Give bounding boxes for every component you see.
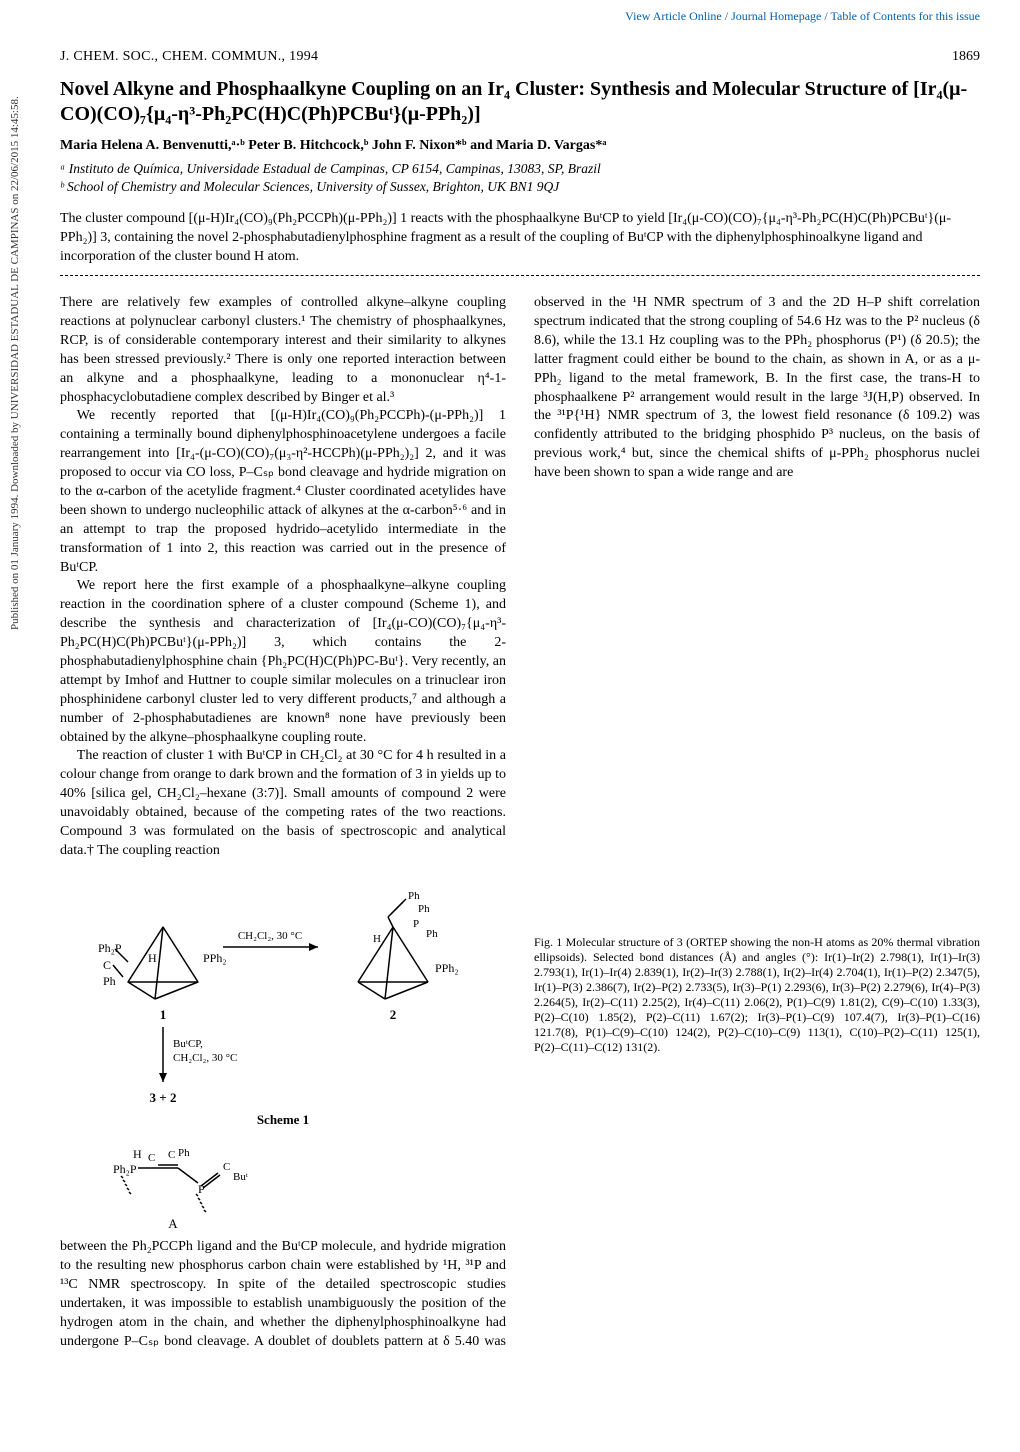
svg-text:Ph: Ph <box>418 903 430 915</box>
link-sep: / <box>821 9 830 23</box>
svg-text:C: C <box>148 1152 155 1164</box>
body-para: There are relatively few examples of con… <box>60 294 506 407</box>
link-journal-homepage[interactable]: Journal Homepage <box>731 9 821 23</box>
svg-text:H: H <box>133 1147 142 1161</box>
abstract: The cluster compound [(μ-H)Ir₄(CO)₉(Ph₂P… <box>60 210 980 267</box>
svg-text:BuᵗCP,: BuᵗCP, <box>173 1038 203 1050</box>
svg-text:H: H <box>148 951 157 965</box>
figure-1-caption: Fig. 1 Molecular structure of 3 (ORTEP s… <box>534 935 980 1055</box>
svg-text:PPh₂: PPh₂ <box>203 951 227 965</box>
header-links: View Article Online / Journal Homepage /… <box>60 8 980 24</box>
svg-text:Ph: Ph <box>426 928 438 940</box>
svg-text:Ph: Ph <box>408 890 420 902</box>
svg-text:H: H <box>373 933 381 945</box>
figure-1-ortep <box>537 499 977 929</box>
svg-text:CH₂Cl₂, 30 °C: CH₂Cl₂, 30 °C <box>173 1052 237 1064</box>
body-para: The reaction of cluster 1 with BuᵗCP in … <box>60 747 506 860</box>
svg-text:Ph: Ph <box>103 974 116 988</box>
svg-text:Buᵗ: Buᵗ <box>233 1171 248 1183</box>
scheme-1: Ph₂PCPhHPPh₂1CH₂Cl₂, 30 °CPhPhPPhHPPh₂2B… <box>60 877 506 1239</box>
affiliations: ᵃ Instituto de Química, Universidade Est… <box>60 160 980 196</box>
running-head: J. CHEM. SOC., CHEM. COMMUN., 1994 1869 <box>60 48 980 67</box>
page-number: 1869 <box>952 48 980 67</box>
separator <box>60 275 980 276</box>
svg-text:C: C <box>223 1161 230 1173</box>
svg-text:PPh₂: PPh₂ <box>435 961 459 975</box>
svg-text:Ph: Ph <box>178 1147 190 1159</box>
body-columns: There are relatively few examples of con… <box>60 294 980 1354</box>
figure-1: Fig. 1 Molecular structure of 3 (ORTEP s… <box>534 499 980 1055</box>
scheme-caption: Scheme 1 <box>60 1111 506 1129</box>
download-note: Published on 01 January 1994. Downloaded… <box>8 30 23 630</box>
svg-text:2: 2 <box>390 1007 397 1022</box>
svg-text:CH₂Cl₂, 30 °C: CH₂Cl₂, 30 °C <box>238 930 302 942</box>
body-para: We recently reported that [(μ-H)Ir₄(CO)₉… <box>60 407 506 577</box>
link-sep: / <box>722 9 731 23</box>
svg-text:3 + 2: 3 + 2 <box>150 1090 177 1105</box>
journal-name: J. CHEM. SOC., CHEM. COMMUN., 1994 <box>60 48 318 67</box>
link-toc[interactable]: Table of Contents for this issue <box>831 9 980 23</box>
svg-text:Ph₂P: Ph₂P <box>113 1162 137 1176</box>
svg-text:C: C <box>168 1149 175 1161</box>
article-title: Novel Alkyne and Phosphaalkyne Coupling … <box>60 77 980 127</box>
scheme-1-ab-svg: Ph₂PHCCPhPCBuᵗA <box>73 1128 493 1238</box>
authors: Maria Helena A. Benvenutti,ᵃ·ᵇ Peter B. … <box>60 137 980 156</box>
link-article-online[interactable]: View Article Online <box>625 9 722 23</box>
svg-text:C: C <box>103 958 111 972</box>
svg-text:A: A <box>168 1216 178 1231</box>
svg-text:1: 1 <box>160 1007 167 1022</box>
scheme-1-svg: Ph₂PCPhHPPh₂1CH₂Cl₂, 30 °CPhPhPPhHPPh₂2B… <box>73 877 493 1107</box>
body-para: We report here the first example of a ph… <box>60 577 506 747</box>
svg-text:P: P <box>413 918 419 930</box>
